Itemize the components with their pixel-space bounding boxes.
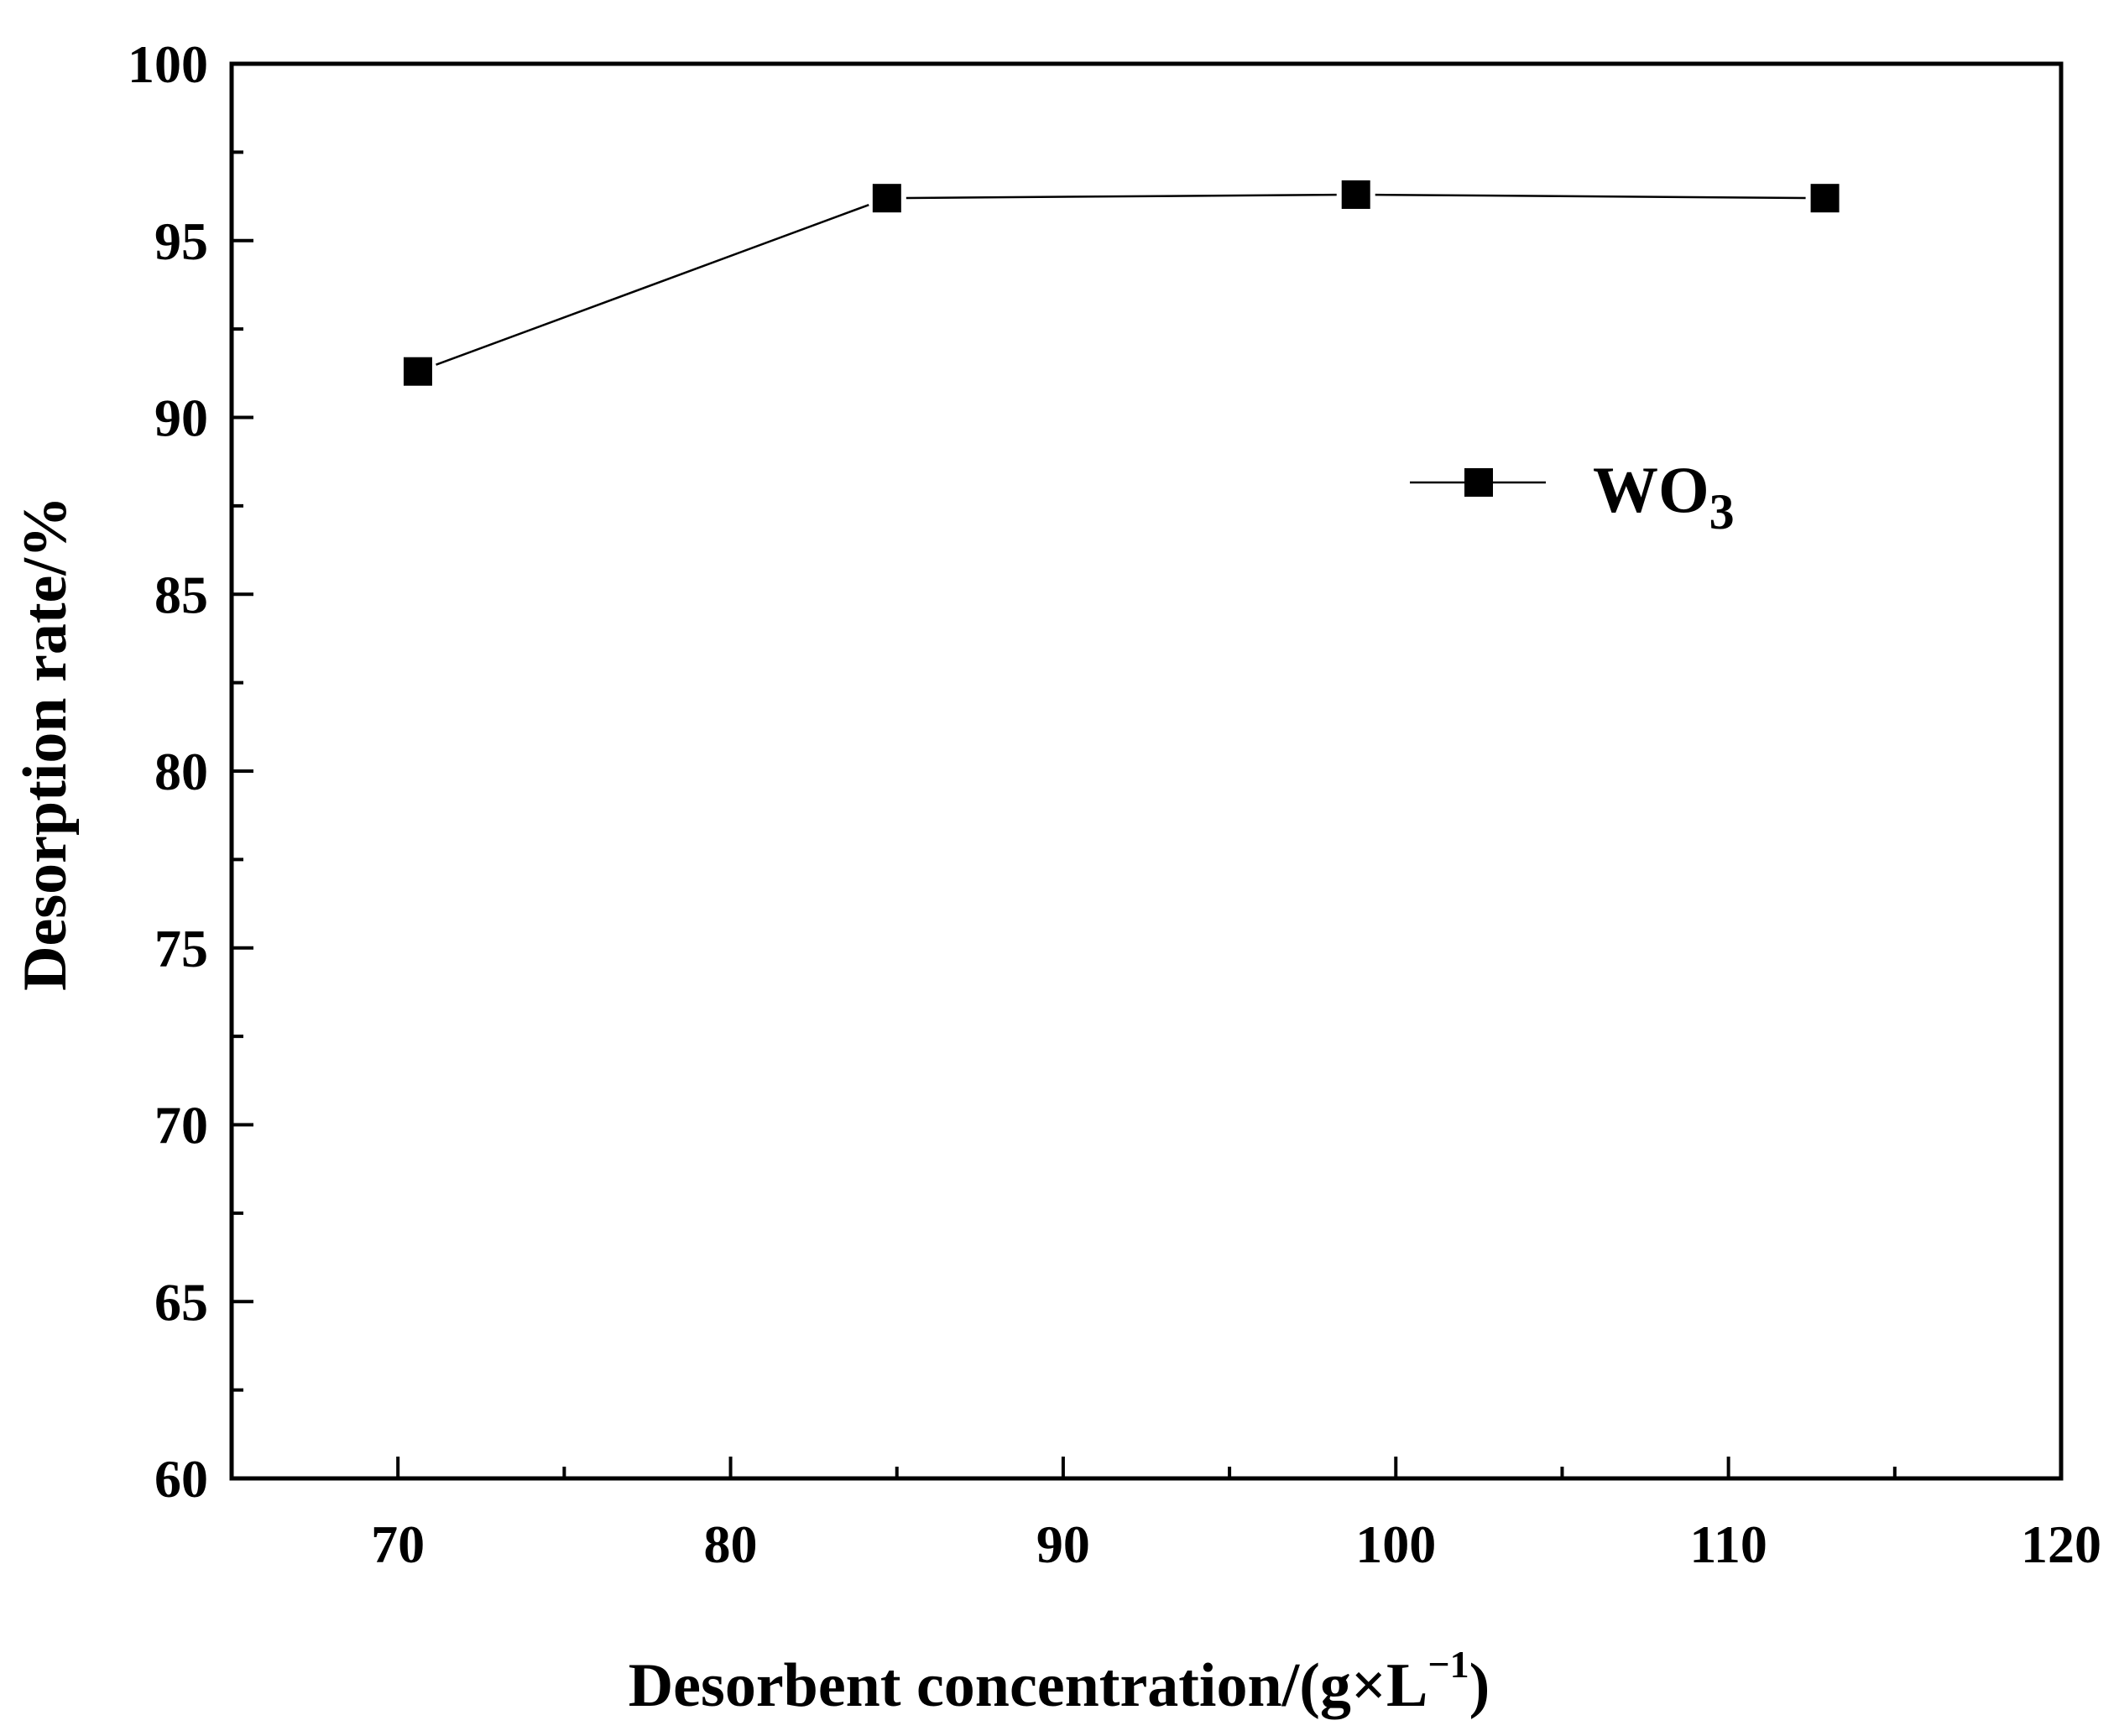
data-point (872, 184, 901, 213)
y-tick-label: 65 (154, 1272, 208, 1332)
y-tick-label: 80 (154, 742, 208, 801)
legend-series-subscript: 3 (1709, 484, 1735, 540)
x-tick-label: 100 (1355, 1514, 1436, 1574)
y-tick-label: 85 (154, 565, 208, 624)
x-axis-title-main: Desorbent concentration/(g×L (629, 1651, 1428, 1720)
series-line-segment (906, 193, 1337, 200)
data-point (1810, 184, 1840, 213)
series-line-segment (436, 203, 869, 366)
legend-label: WO3 (1593, 453, 1735, 540)
legend-series-name: WO (1593, 453, 1709, 526)
legend: WO3 (1410, 453, 1735, 540)
series-line-segment (1375, 193, 1806, 200)
x-tick-label: 70 (371, 1514, 425, 1574)
axis-tick-labels: 70 80 90 100 110 120 60 65 70 75 80 85 90 95 100 (128, 34, 2101, 1574)
data-point (1341, 180, 1370, 209)
x-axis-title-superscript: −1 (1427, 1643, 1469, 1686)
series-points (403, 180, 1840, 386)
y-tick-label: 95 (154, 211, 208, 271)
data-point (403, 357, 432, 386)
y-tick-label: 100 (128, 34, 208, 94)
axis-ticks (232, 150, 1897, 1478)
y-tick-label: 60 (154, 1449, 208, 1509)
y-tick-label: 90 (154, 388, 208, 448)
x-axis-title-end: ) (1469, 1651, 1490, 1720)
x-tick-label: 80 (704, 1514, 758, 1574)
y-axis-title: Desorption rate/% (11, 496, 80, 991)
x-tick-label: 120 (2021, 1514, 2101, 1574)
legend-marker (1464, 468, 1493, 497)
x-axis-title: Desorbent concentration/(g×L−1) (629, 1643, 1490, 1720)
series-lines (436, 193, 1806, 366)
plot-frame (229, 61, 2064, 1481)
y-tick-label: 70 (154, 1096, 208, 1155)
x-tick-label: 90 (1036, 1514, 1090, 1574)
x-tick-label: 110 (1689, 1514, 1767, 1574)
y-tick-label: 75 (154, 919, 208, 978)
